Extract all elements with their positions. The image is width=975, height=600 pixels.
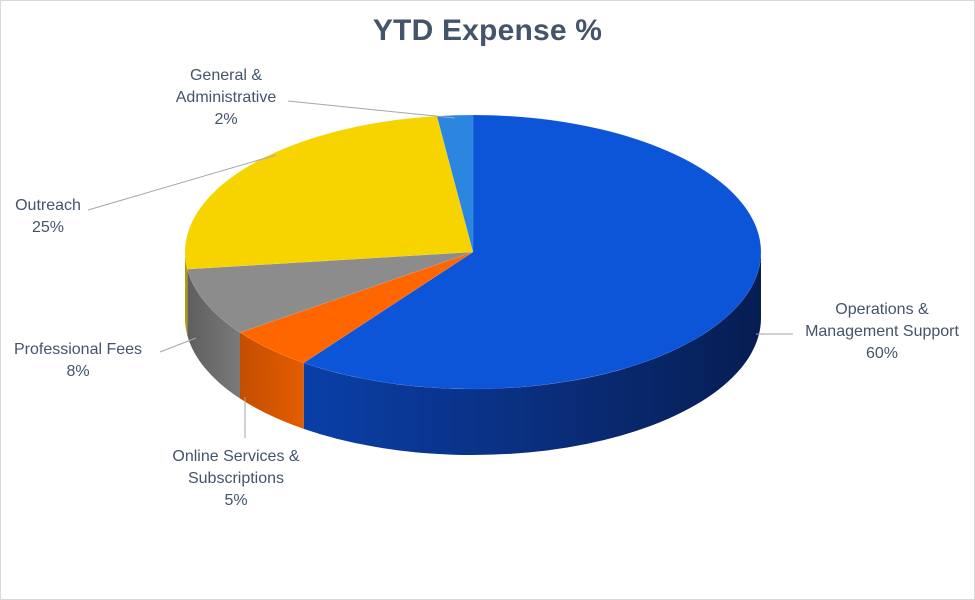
data-label-line: Online Services & bbox=[172, 448, 299, 465]
data-label-line: General & bbox=[190, 67, 262, 84]
data-label-line: Management Support bbox=[805, 323, 959, 340]
data-label-line: 2% bbox=[214, 111, 237, 128]
data-label-4: General & Administrative 2% bbox=[176, 67, 277, 128]
data-label-line: 60% bbox=[866, 345, 898, 362]
pie-side-3 bbox=[185, 252, 188, 336]
data-label-3: Outreach 25% bbox=[15, 197, 81, 236]
data-label-line: Outreach bbox=[15, 197, 81, 214]
data-label-line: 5% bbox=[224, 492, 247, 509]
data-label-1: Online Services & Subscriptions 5% bbox=[172, 448, 299, 509]
data-label-line: Administrative bbox=[176, 89, 277, 106]
data-labels: Operations & Management Support 60% Online … bbox=[14, 67, 960, 509]
leader-lines bbox=[87, 100, 793, 438]
data-label-line: 25% bbox=[32, 219, 64, 236]
leader-line-2 bbox=[159, 337, 197, 353]
leader-line-4 bbox=[287, 100, 456, 119]
data-label-line: 8% bbox=[66, 363, 89, 380]
data-label-2: Professional Fees 8% bbox=[14, 341, 142, 380]
pie-side-2 bbox=[187, 269, 240, 399]
pie-slice-3 bbox=[184, 115, 474, 270]
pie-slice-1 bbox=[239, 251, 474, 364]
pie-sides bbox=[185, 252, 762, 456]
data-label-line: Subscriptions bbox=[188, 470, 284, 487]
leader-line-3 bbox=[87, 154, 277, 211]
pie-slice-0 bbox=[303, 114, 762, 390]
data-label-line: Operations & bbox=[835, 301, 929, 318]
data-label-line: Professional Fees bbox=[14, 341, 142, 358]
pie-side-0 bbox=[303, 252, 762, 456]
pie-slice-2 bbox=[186, 251, 474, 333]
pie-tops bbox=[184, 114, 762, 390]
pie-side-1 bbox=[240, 332, 304, 429]
data-label-0: Operations & Management Support 60% bbox=[805, 301, 959, 362]
chart-title: YTD Expense % bbox=[372, 14, 603, 47]
